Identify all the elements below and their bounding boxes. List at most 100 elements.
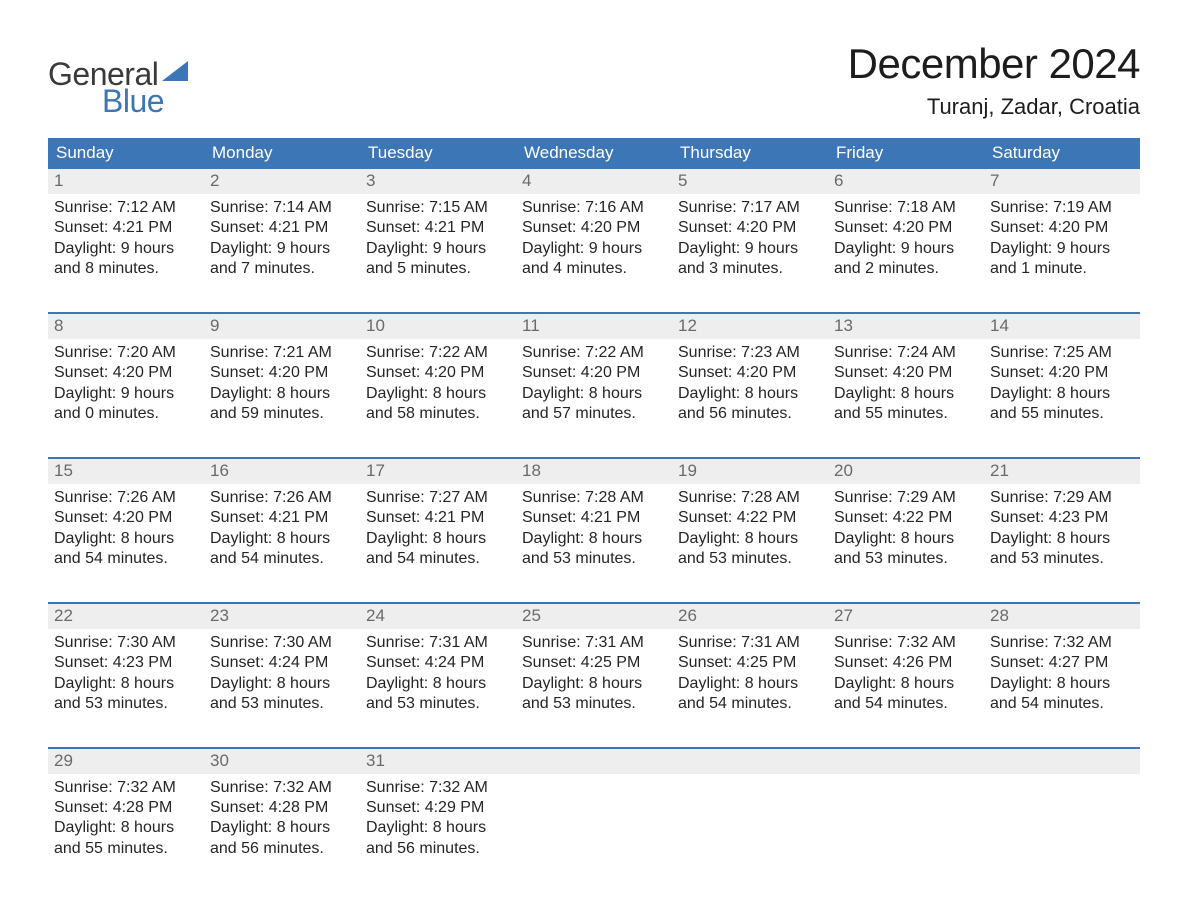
daylight-line2: and 59 minutes.: [210, 404, 354, 424]
sunset-line: Sunset: 4:23 PM: [990, 508, 1134, 528]
sunrise-line: Sunrise: 7:28 AM: [678, 488, 822, 508]
sunset-line: Sunset: 4:20 PM: [834, 363, 978, 383]
daylight-line2: and 53 minutes.: [678, 549, 822, 569]
daylight-line2: and 55 minutes.: [990, 404, 1134, 424]
week-row: 15161718192021Sunrise: 7:26 AMSunset: 4:…: [48, 457, 1140, 594]
day-cell: Sunrise: 7:28 AMSunset: 4:21 PMDaylight:…: [516, 484, 672, 594]
day-number: 1: [48, 169, 204, 194]
sunset-line: Sunset: 4:20 PM: [210, 363, 354, 383]
day-number: 27: [828, 604, 984, 629]
day-cell: Sunrise: 7:26 AMSunset: 4:21 PMDaylight:…: [204, 484, 360, 594]
sunrise-line: Sunrise: 7:32 AM: [54, 778, 198, 798]
week-row: 293031Sunrise: 7:32 AMSunset: 4:28 PMDay…: [48, 747, 1140, 884]
sunrise-line: Sunrise: 7:27 AM: [366, 488, 510, 508]
sunset-line: Sunset: 4:20 PM: [54, 508, 198, 528]
sunrise-line: Sunrise: 7:28 AM: [522, 488, 666, 508]
sunrise-line: Sunrise: 7:32 AM: [990, 633, 1134, 653]
daylight-line2: and 56 minutes.: [678, 404, 822, 424]
day-cell: Sunrise: 7:28 AMSunset: 4:22 PMDaylight:…: [672, 484, 828, 594]
sunset-line: Sunset: 4:20 PM: [366, 363, 510, 383]
day-number: [672, 749, 828, 774]
day-cell: Sunrise: 7:22 AMSunset: 4:20 PMDaylight:…: [360, 339, 516, 449]
page: General Blue December 2024 Turanj, Zadar…: [0, 0, 1188, 883]
day-number: 28: [984, 604, 1140, 629]
sunset-line: Sunset: 4:22 PM: [678, 508, 822, 528]
day-cell: [984, 774, 1140, 884]
daylight-line1: Daylight: 8 hours: [990, 674, 1134, 694]
weekday-header-row: Sunday Monday Tuesday Wednesday Thursday…: [48, 138, 1140, 169]
daylight-line1: Daylight: 8 hours: [678, 384, 822, 404]
day-cell: Sunrise: 7:19 AMSunset: 4:20 PMDaylight:…: [984, 194, 1140, 304]
daylight-line1: Daylight: 8 hours: [210, 818, 354, 838]
sunrise-line: Sunrise: 7:16 AM: [522, 198, 666, 218]
sunset-line: Sunset: 4:21 PM: [366, 508, 510, 528]
day-cell: Sunrise: 7:32 AMSunset: 4:26 PMDaylight:…: [828, 629, 984, 739]
day-number: [828, 749, 984, 774]
daylight-line1: Daylight: 8 hours: [834, 384, 978, 404]
logo: General Blue: [48, 40, 188, 116]
day-number: 3: [360, 169, 516, 194]
week-body-row: Sunrise: 7:30 AMSunset: 4:23 PMDaylight:…: [48, 629, 1140, 739]
day-number: 5: [672, 169, 828, 194]
daylight-line2: and 53 minutes.: [366, 694, 510, 714]
day-number: 12: [672, 314, 828, 339]
day-number: 24: [360, 604, 516, 629]
day-number: 6: [828, 169, 984, 194]
day-number: 13: [828, 314, 984, 339]
day-cell: Sunrise: 7:16 AMSunset: 4:20 PMDaylight:…: [516, 194, 672, 304]
weeks-container: 1234567Sunrise: 7:12 AMSunset: 4:21 PMDa…: [48, 169, 1140, 883]
day-cell: Sunrise: 7:32 AMSunset: 4:27 PMDaylight:…: [984, 629, 1140, 739]
day-number: 21: [984, 459, 1140, 484]
daylight-line1: Daylight: 9 hours: [834, 239, 978, 259]
week-daynum-row: 891011121314: [48, 314, 1140, 339]
sunrise-line: Sunrise: 7:22 AM: [522, 343, 666, 363]
sunrise-line: Sunrise: 7:32 AM: [366, 778, 510, 798]
day-cell: Sunrise: 7:29 AMSunset: 4:23 PMDaylight:…: [984, 484, 1140, 594]
daylight-line1: Daylight: 8 hours: [522, 674, 666, 694]
daylight-line1: Daylight: 8 hours: [210, 529, 354, 549]
day-cell: Sunrise: 7:31 AMSunset: 4:25 PMDaylight:…: [672, 629, 828, 739]
daylight-line2: and 53 minutes.: [210, 694, 354, 714]
week-daynum-row: 293031: [48, 749, 1140, 774]
daylight-line2: and 3 minutes.: [678, 259, 822, 279]
day-number: 8: [48, 314, 204, 339]
day-number: 20: [828, 459, 984, 484]
day-number: 10: [360, 314, 516, 339]
day-number: 2: [204, 169, 360, 194]
sunset-line: Sunset: 4:21 PM: [210, 218, 354, 238]
sunrise-line: Sunrise: 7:32 AM: [210, 778, 354, 798]
daylight-line2: and 54 minutes.: [54, 549, 198, 569]
sunrise-line: Sunrise: 7:25 AM: [990, 343, 1134, 363]
day-cell: [516, 774, 672, 884]
sunrise-line: Sunrise: 7:22 AM: [366, 343, 510, 363]
day-number: [984, 749, 1140, 774]
day-number: 7: [984, 169, 1140, 194]
daylight-line1: Daylight: 8 hours: [678, 529, 822, 549]
sunset-line: Sunset: 4:20 PM: [834, 218, 978, 238]
sunset-line: Sunset: 4:28 PM: [54, 798, 198, 818]
weekday-header: Friday: [828, 138, 984, 169]
day-cell: Sunrise: 7:27 AMSunset: 4:21 PMDaylight:…: [360, 484, 516, 594]
daylight-line1: Daylight: 8 hours: [366, 818, 510, 838]
sunrise-line: Sunrise: 7:21 AM: [210, 343, 354, 363]
daylight-line2: and 54 minutes.: [366, 549, 510, 569]
daylight-line1: Daylight: 8 hours: [54, 674, 198, 694]
daylight-line2: and 53 minutes.: [54, 694, 198, 714]
sunset-line: Sunset: 4:28 PM: [210, 798, 354, 818]
weekday-header: Thursday: [672, 138, 828, 169]
sunrise-line: Sunrise: 7:17 AM: [678, 198, 822, 218]
day-cell: Sunrise: 7:30 AMSunset: 4:23 PMDaylight:…: [48, 629, 204, 739]
sunrise-line: Sunrise: 7:20 AM: [54, 343, 198, 363]
day-cell: Sunrise: 7:15 AMSunset: 4:21 PMDaylight:…: [360, 194, 516, 304]
daylight-line2: and 0 minutes.: [54, 404, 198, 424]
sunrise-line: Sunrise: 7:24 AM: [834, 343, 978, 363]
day-number: 15: [48, 459, 204, 484]
daylight-line1: Daylight: 8 hours: [522, 529, 666, 549]
daylight-line2: and 54 minutes.: [834, 694, 978, 714]
sunset-line: Sunset: 4:20 PM: [990, 363, 1134, 383]
week-body-row: Sunrise: 7:20 AMSunset: 4:20 PMDaylight:…: [48, 339, 1140, 449]
week-body-row: Sunrise: 7:32 AMSunset: 4:28 PMDaylight:…: [48, 774, 1140, 884]
day-cell: Sunrise: 7:17 AMSunset: 4:20 PMDaylight:…: [672, 194, 828, 304]
day-number: 23: [204, 604, 360, 629]
week-row: 22232425262728Sunrise: 7:30 AMSunset: 4:…: [48, 602, 1140, 739]
